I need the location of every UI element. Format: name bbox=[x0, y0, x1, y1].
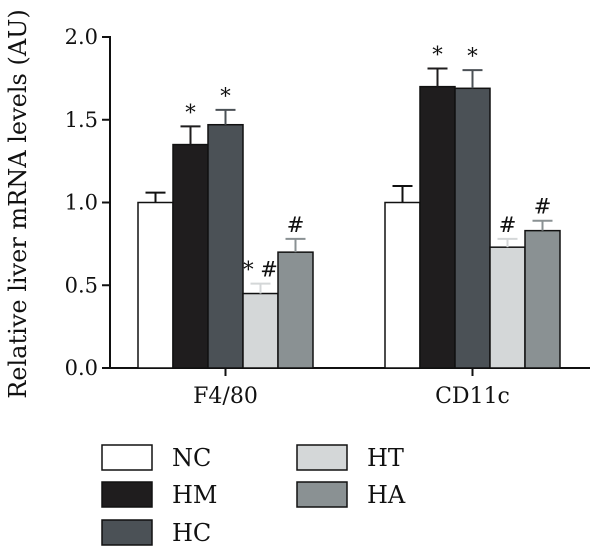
legend-swatch bbox=[101, 519, 153, 546]
significance-label: # bbox=[499, 213, 517, 237]
legend-swatch bbox=[101, 481, 153, 508]
legend-label: NC bbox=[172, 444, 211, 472]
legend-label: HM bbox=[172, 481, 218, 509]
y-tick-label: 0.0 bbox=[65, 356, 98, 380]
significance-label: # bbox=[534, 195, 552, 219]
significance-label: # bbox=[287, 213, 305, 237]
y-tick-label: 2.0 bbox=[65, 25, 98, 49]
significance-label: * bbox=[220, 84, 231, 108]
legend-swatch bbox=[296, 481, 348, 508]
legend: NC HM HC HT HA bbox=[101, 444, 406, 547]
x-tick-label: CD11c bbox=[435, 384, 510, 409]
legend-swatch bbox=[296, 444, 348, 471]
y-axis-label: Relative liver mRNA levels (AU) bbox=[4, 9, 32, 399]
axes: 0.0 0.5 1.0 1.5 2.0 F4/80 CD11c bbox=[65, 25, 590, 409]
bar bbox=[137, 201, 174, 369]
bar bbox=[419, 85, 456, 369]
bar bbox=[207, 123, 244, 369]
significance-label: * bbox=[467, 44, 478, 68]
significance-label: * # bbox=[243, 258, 278, 282]
legend-swatch bbox=[101, 444, 153, 471]
legend-label: HT bbox=[367, 444, 404, 472]
significance-label: * bbox=[185, 100, 196, 124]
bar bbox=[384, 201, 421, 369]
y-tick-label: 1.0 bbox=[65, 191, 98, 215]
legend-label: HC bbox=[172, 519, 211, 547]
bar bbox=[489, 246, 526, 369]
bar bbox=[172, 143, 209, 369]
legend-label: HA bbox=[367, 481, 406, 509]
x-tick-label: F4/80 bbox=[193, 384, 258, 409]
y-tick-label: 0.5 bbox=[65, 273, 98, 297]
significance-label: * bbox=[432, 42, 443, 66]
bar bbox=[454, 87, 491, 369]
bar bbox=[242, 292, 279, 369]
bar bbox=[277, 251, 314, 369]
y-tick-label: 1.5 bbox=[65, 108, 98, 132]
bar bbox=[524, 229, 561, 369]
bars: * * * # # * * # # bbox=[137, 42, 561, 369]
